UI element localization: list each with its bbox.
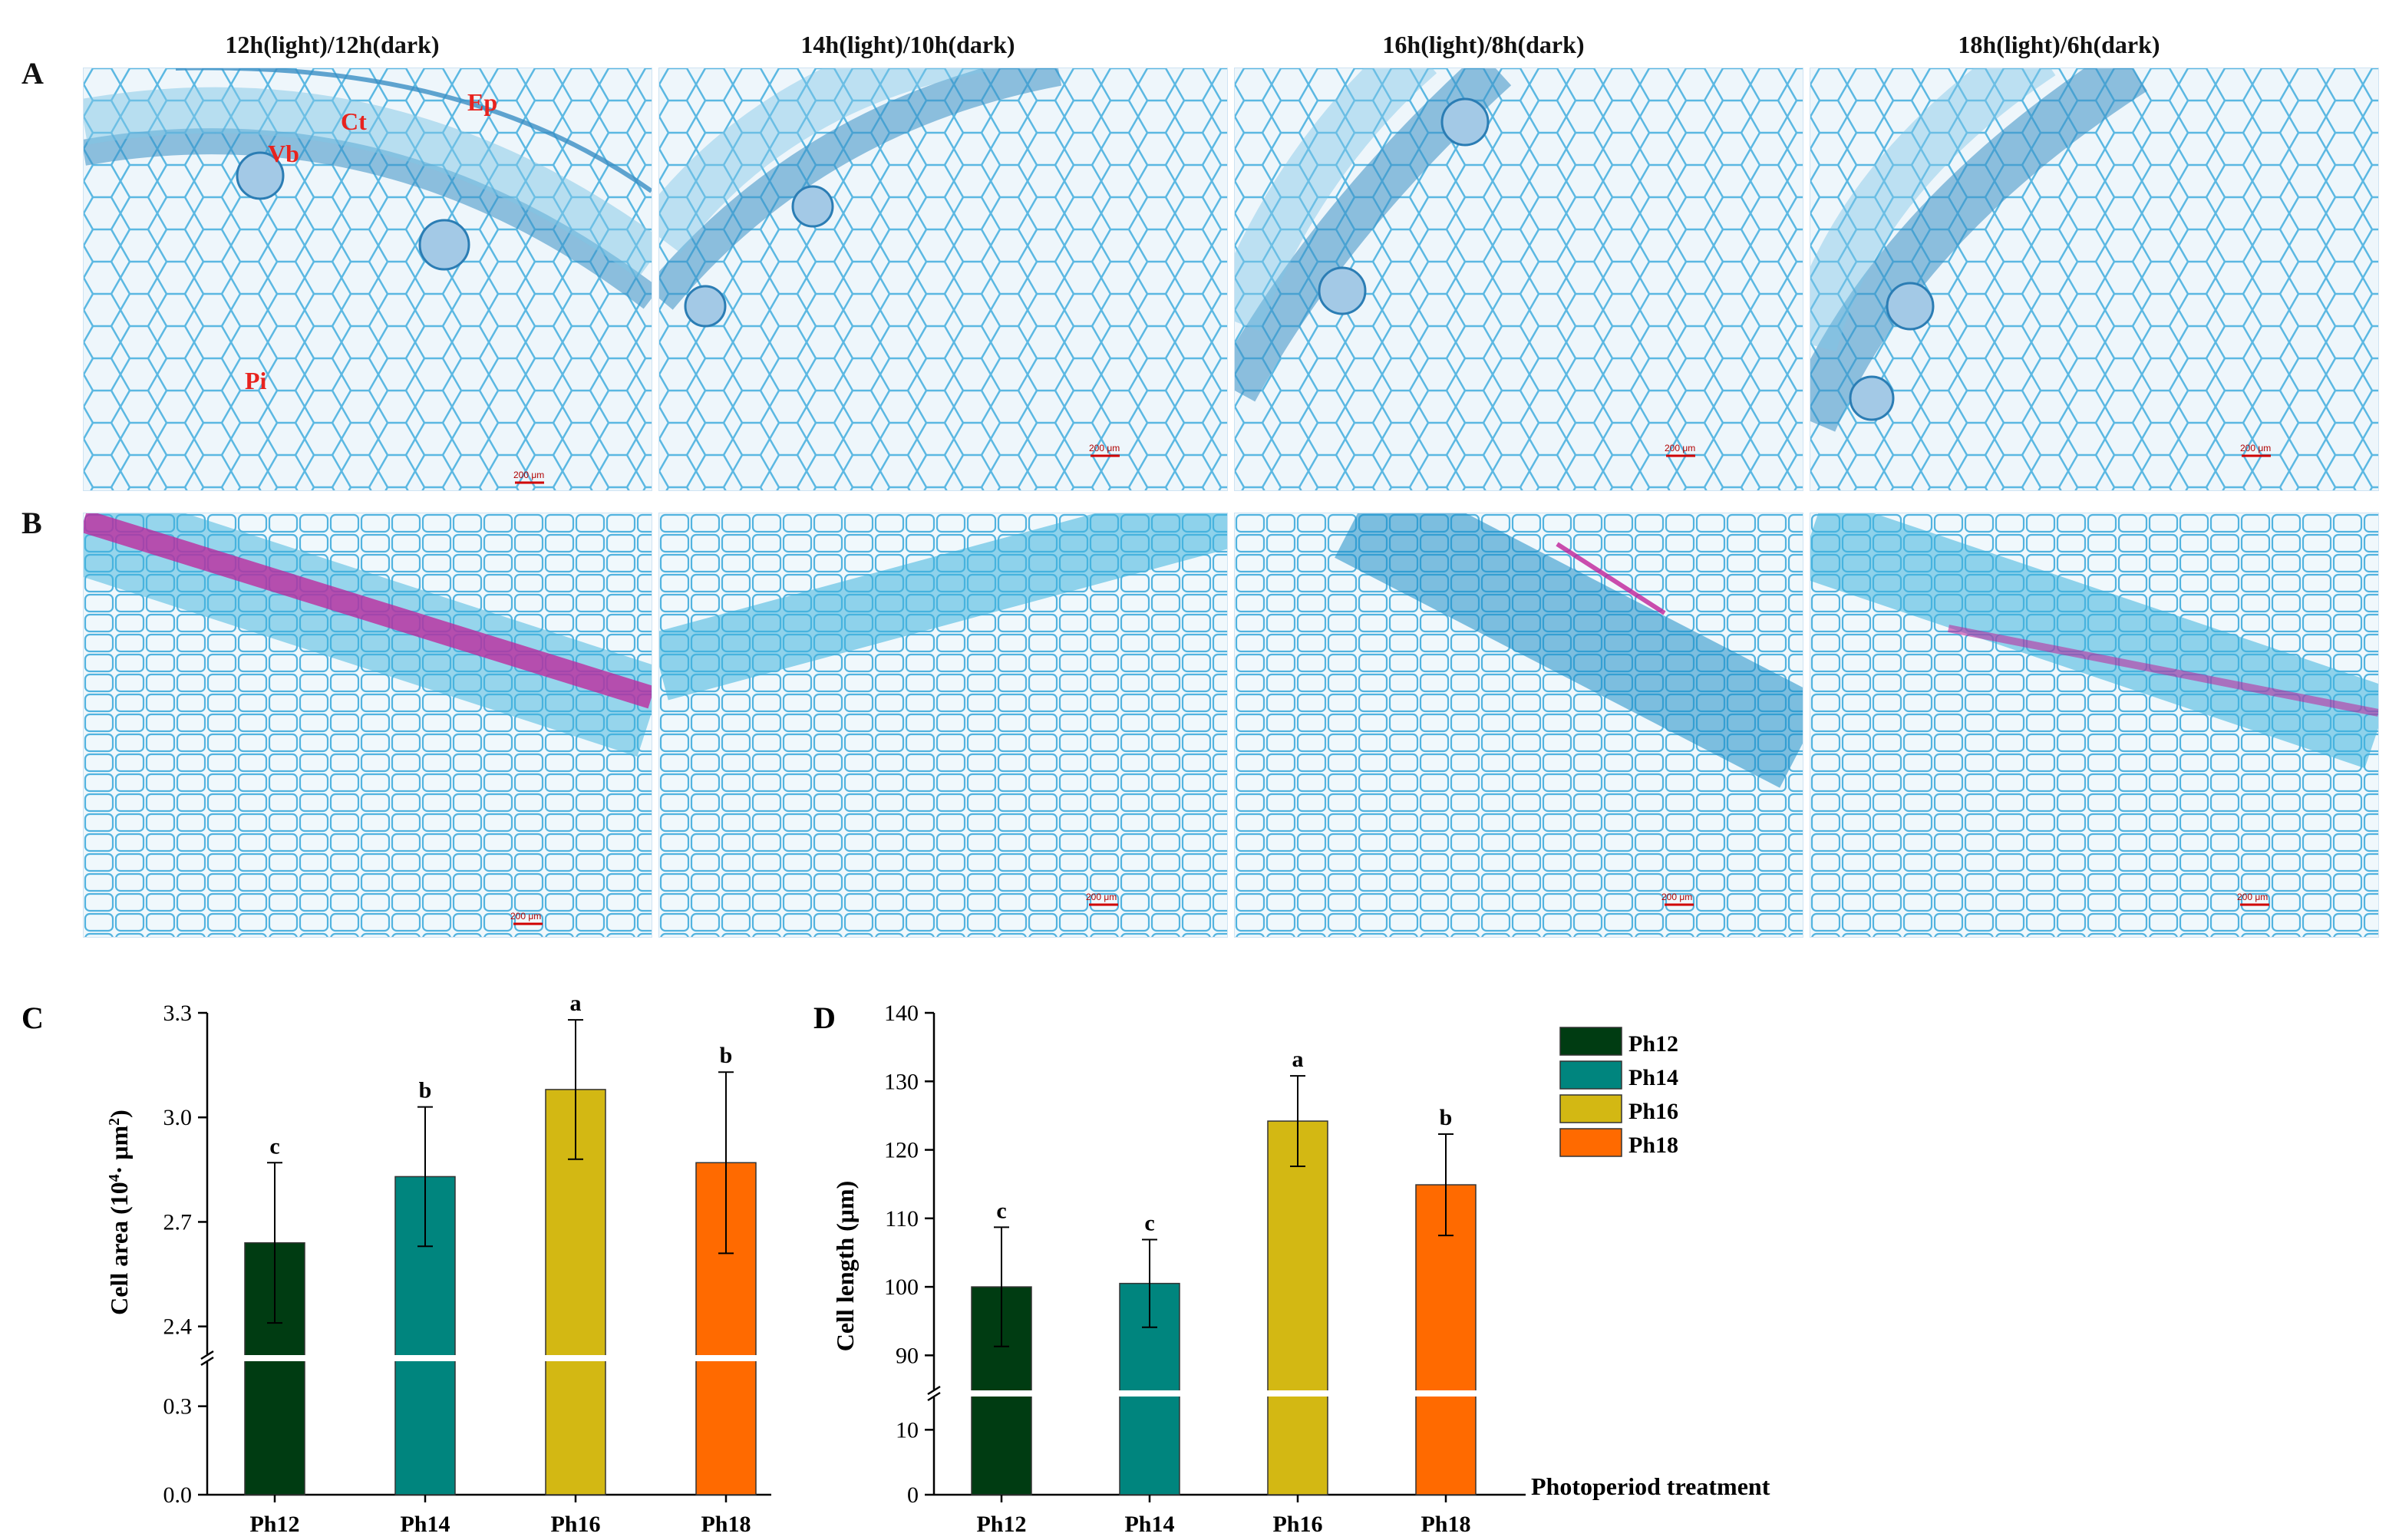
y-tick-label: 130 [884, 1069, 919, 1094]
bar-break-gap [695, 1355, 757, 1361]
bar-break-gap [544, 1355, 607, 1361]
micrograph-b-ph12: 200 μm [83, 513, 652, 938]
cross-section-ph18: 200 μm [1810, 68, 2378, 490]
legend-label-ph16: Ph16 [1628, 1099, 1678, 1124]
panel-label-d: D [813, 1001, 836, 1035]
micrograph-a-ph16: 200 μm [1234, 68, 1803, 491]
chart-c-cell-area: C 2.4 2.7 3.0 3.3 0.0 0.3 c Ph12 b Ph14 a Ph16 b Ph18… [21, 991, 771, 1537]
longitudinal-section-ph16: 200 μm [1235, 513, 1803, 937]
y-tick-label: 140 [884, 1001, 919, 1026]
panel-label-c: C [21, 1001, 44, 1035]
x-tick-label: Ph12 [249, 1512, 299, 1537]
x-tick-label: Ph18 [1421, 1512, 1470, 1537]
panel-label-b: B [21, 506, 42, 540]
y-tick-label: 0.0 [163, 1482, 193, 1508]
y-axis-label-d: Cell length (μm) [831, 1181, 859, 1352]
column-title-18h: 18h(light)/6h(dark) [1958, 31, 2160, 58]
bar-break-gap [243, 1355, 306, 1361]
significance-label: c [269, 1133, 279, 1159]
tissue-label-pi: Pi [245, 367, 267, 394]
bar-ph16 [1267, 1120, 1328, 1495]
longitudinal-section-ph14: 200 μm [659, 513, 1227, 937]
x-tick-label: Ph18 [701, 1512, 751, 1537]
tissue-label-vb: Vb [268, 140, 299, 167]
micrograph-a-ph14: 200 μm [658, 68, 1228, 491]
x-tick-label: Ph16 [1272, 1512, 1322, 1537]
bar-break-gap [394, 1355, 457, 1361]
column-title-12h: 12h(light)/12h(dark) [225, 31, 440, 58]
y-tick-label: 10 [896, 1417, 919, 1443]
legend-label-ph12: Ph12 [1628, 1031, 1678, 1057]
micrograph-b-ph14: 200 μm [658, 513, 1228, 938]
legend-swatch-ph16 [1559, 1094, 1622, 1123]
significance-label: c [1144, 1210, 1154, 1235]
longitudinal-section-ph12: 200 μm [84, 513, 652, 937]
scale-bar-label: 200 μm [1665, 443, 1695, 453]
tissue-label-ep: Ep [467, 88, 497, 116]
y-tick-label: 2.7 [163, 1209, 193, 1235]
scale-bar-label: 200 μm [1661, 892, 1692, 902]
tissue-label-ct: Ct [341, 107, 367, 135]
micrograph-b-ph16: 200 μm [1234, 513, 1803, 938]
legend-swatch-ph18 [1559, 1128, 1622, 1157]
longitudinal-section-ph18: 200 μm [1810, 513, 2378, 937]
column-title-16h: 16h(light)/8h(dark) [1382, 31, 1585, 58]
cross-section-ph14: 200 μm [659, 68, 1227, 490]
axis-break-mark [200, 1356, 214, 1367]
cross-section-ph16: 200 μm [1235, 68, 1803, 490]
column-title-14h: 14h(light)/10h(dark) [800, 31, 1015, 58]
significance-label: c [996, 1198, 1006, 1223]
x-tick-label: Ph12 [976, 1512, 1026, 1537]
legend: Ph12 Ph14 Ph16 Ph18 [1559, 1027, 1678, 1158]
y-tick-label: 0 [907, 1482, 919, 1508]
y-tick-label: 110 [885, 1206, 919, 1232]
x-tick-label: Ph14 [400, 1512, 450, 1537]
significance-label: a [570, 991, 582, 1016]
x-tick-label: Ph16 [550, 1512, 600, 1537]
scale-bar-label: 200 μm [2240, 443, 2271, 453]
y-tick-label: 3.3 [163, 1001, 193, 1026]
y-tick-label: 0.3 [163, 1394, 193, 1420]
scale-bar-label: 200 μm [510, 911, 541, 922]
significance-label: a [1292, 1047, 1304, 1072]
micrograph-a-ph12: Ep Ct Vb Pi 200 μm [83, 68, 652, 491]
y-axis-label-c: Cell area (104· μm2) [105, 1110, 133, 1315]
cross-section-ph12: Ep Ct Vb Pi 200 μm [84, 68, 652, 490]
legend-label-ph18: Ph18 [1628, 1133, 1678, 1158]
panel-label-a: A [21, 56, 44, 91]
legend-label-ph14: Ph14 [1628, 1065, 1678, 1090]
axis-break-mark [200, 1350, 214, 1360]
x-axis-label-d: Photoperiod treatment [1531, 1472, 1770, 1500]
chart-d-cell-length: D 90 100 110 120 130 140 0 10 c Ph12 c Ph14 a Ph16 b Ph… [813, 1001, 1770, 1537]
bar-break-gap [970, 1390, 1033, 1397]
micrograph-b-ph18: 200 μm [1810, 513, 2379, 938]
legend-swatch-ph12 [1559, 1027, 1622, 1056]
significance-label: b [720, 1043, 733, 1068]
legend-swatch-ph14 [1559, 1060, 1622, 1090]
axis-break-mark [927, 1391, 941, 1402]
y-tick-label: 120 [884, 1138, 919, 1163]
bar-ph18 [1415, 1184, 1477, 1495]
scale-bar-label: 200 μm [1086, 892, 1117, 902]
scale-bar-label: 200 μm [2237, 892, 2268, 902]
axis-break-mark [927, 1385, 941, 1396]
scale-bar-label: 200 μm [513, 470, 544, 480]
y-tick-label: 90 [896, 1343, 919, 1368]
significance-label: b [1440, 1105, 1453, 1130]
scale-bar-label: 200 μm [1089, 443, 1120, 453]
y-tick-label: 100 [884, 1275, 919, 1300]
bar-break-gap [1414, 1390, 1477, 1397]
bar-break-gap [1118, 1390, 1181, 1397]
y-tick-label: 3.0 [163, 1105, 193, 1130]
significance-label: b [419, 1078, 432, 1103]
x-tick-label: Ph14 [1124, 1512, 1174, 1537]
micrograph-a-ph18: 200 μm [1810, 68, 2379, 491]
y-tick-label: 2.4 [163, 1314, 193, 1340]
bar-break-gap [1266, 1390, 1329, 1397]
